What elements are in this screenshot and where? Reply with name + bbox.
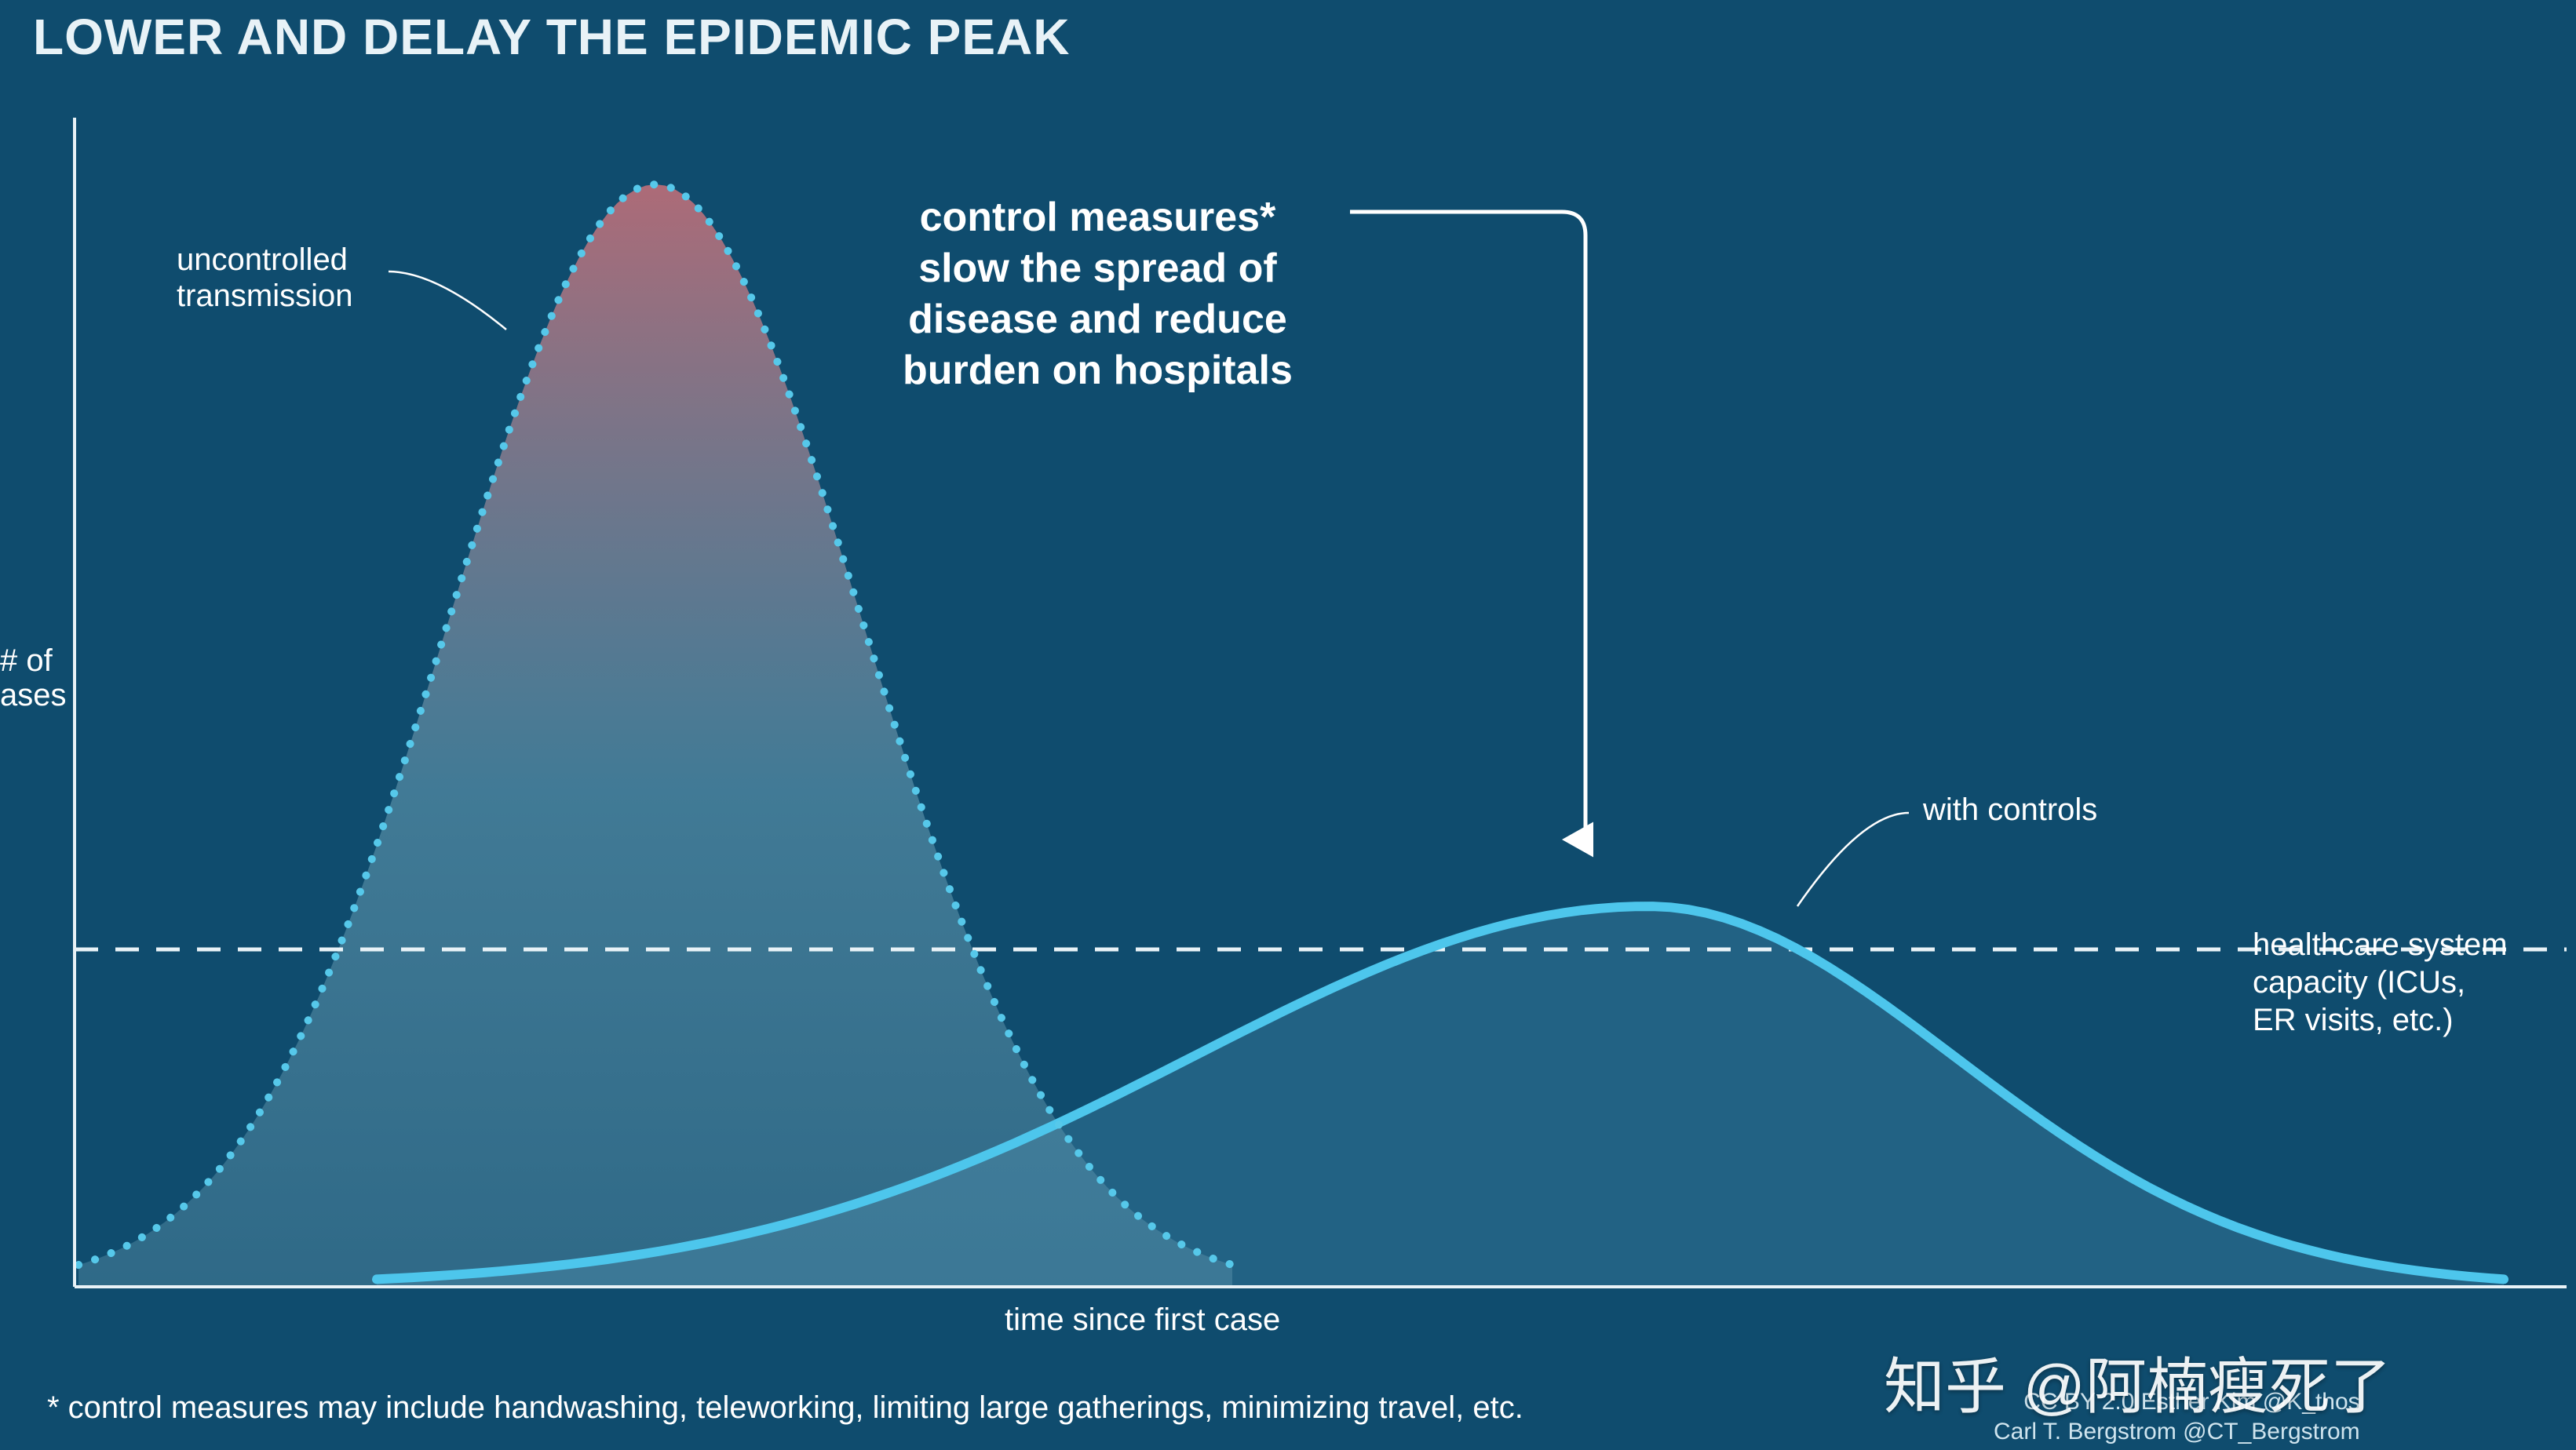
label-uncontrolled-line1: uncontrolled <box>177 242 348 277</box>
watermark: 知乎 @阿楠瘦死了 <box>1884 1338 2392 1426</box>
y-axis-label: # of ases <box>0 643 67 712</box>
callout-arrow <box>1350 212 1585 840</box>
callout-text: control measures* slow the spread of dis… <box>903 192 1293 396</box>
callout-line2: slow the spread of <box>918 246 1277 291</box>
capacity-label: healthcare system capacity (ICUs, ER vis… <box>2253 926 2508 1039</box>
label-uncontrolled: uncontrolled transmission <box>177 242 353 314</box>
capacity-label-line1: healthcare system <box>2253 927 2508 962</box>
x-axis-label: time since first case <box>1005 1302 1280 1338</box>
capacity-label-line2: capacity (ICUs, <box>2253 965 2465 1000</box>
callout-line4: burden on hospitals <box>903 348 1293 393</box>
label-with-controls: with controls <box>1923 792 2097 828</box>
capacity-label-line3: ER visits, etc.) <box>2253 1003 2454 1037</box>
label-uncontrolled-line2: transmission <box>177 279 353 313</box>
chart-title: LOWER AND DELAY THE EPIDEMIC PEAK <box>33 8 1070 66</box>
callout-line1: control measures* <box>920 195 1276 240</box>
y-axis-label-line1: # of <box>0 643 53 678</box>
footnote: * control measures may include handwashi… <box>47 1390 1523 1426</box>
leader-controls <box>1797 813 1909 906</box>
callout-line3: disease and reduce <box>908 297 1287 342</box>
leader-uncontrolled <box>389 271 506 330</box>
y-axis-label-line2: ases <box>0 678 67 712</box>
